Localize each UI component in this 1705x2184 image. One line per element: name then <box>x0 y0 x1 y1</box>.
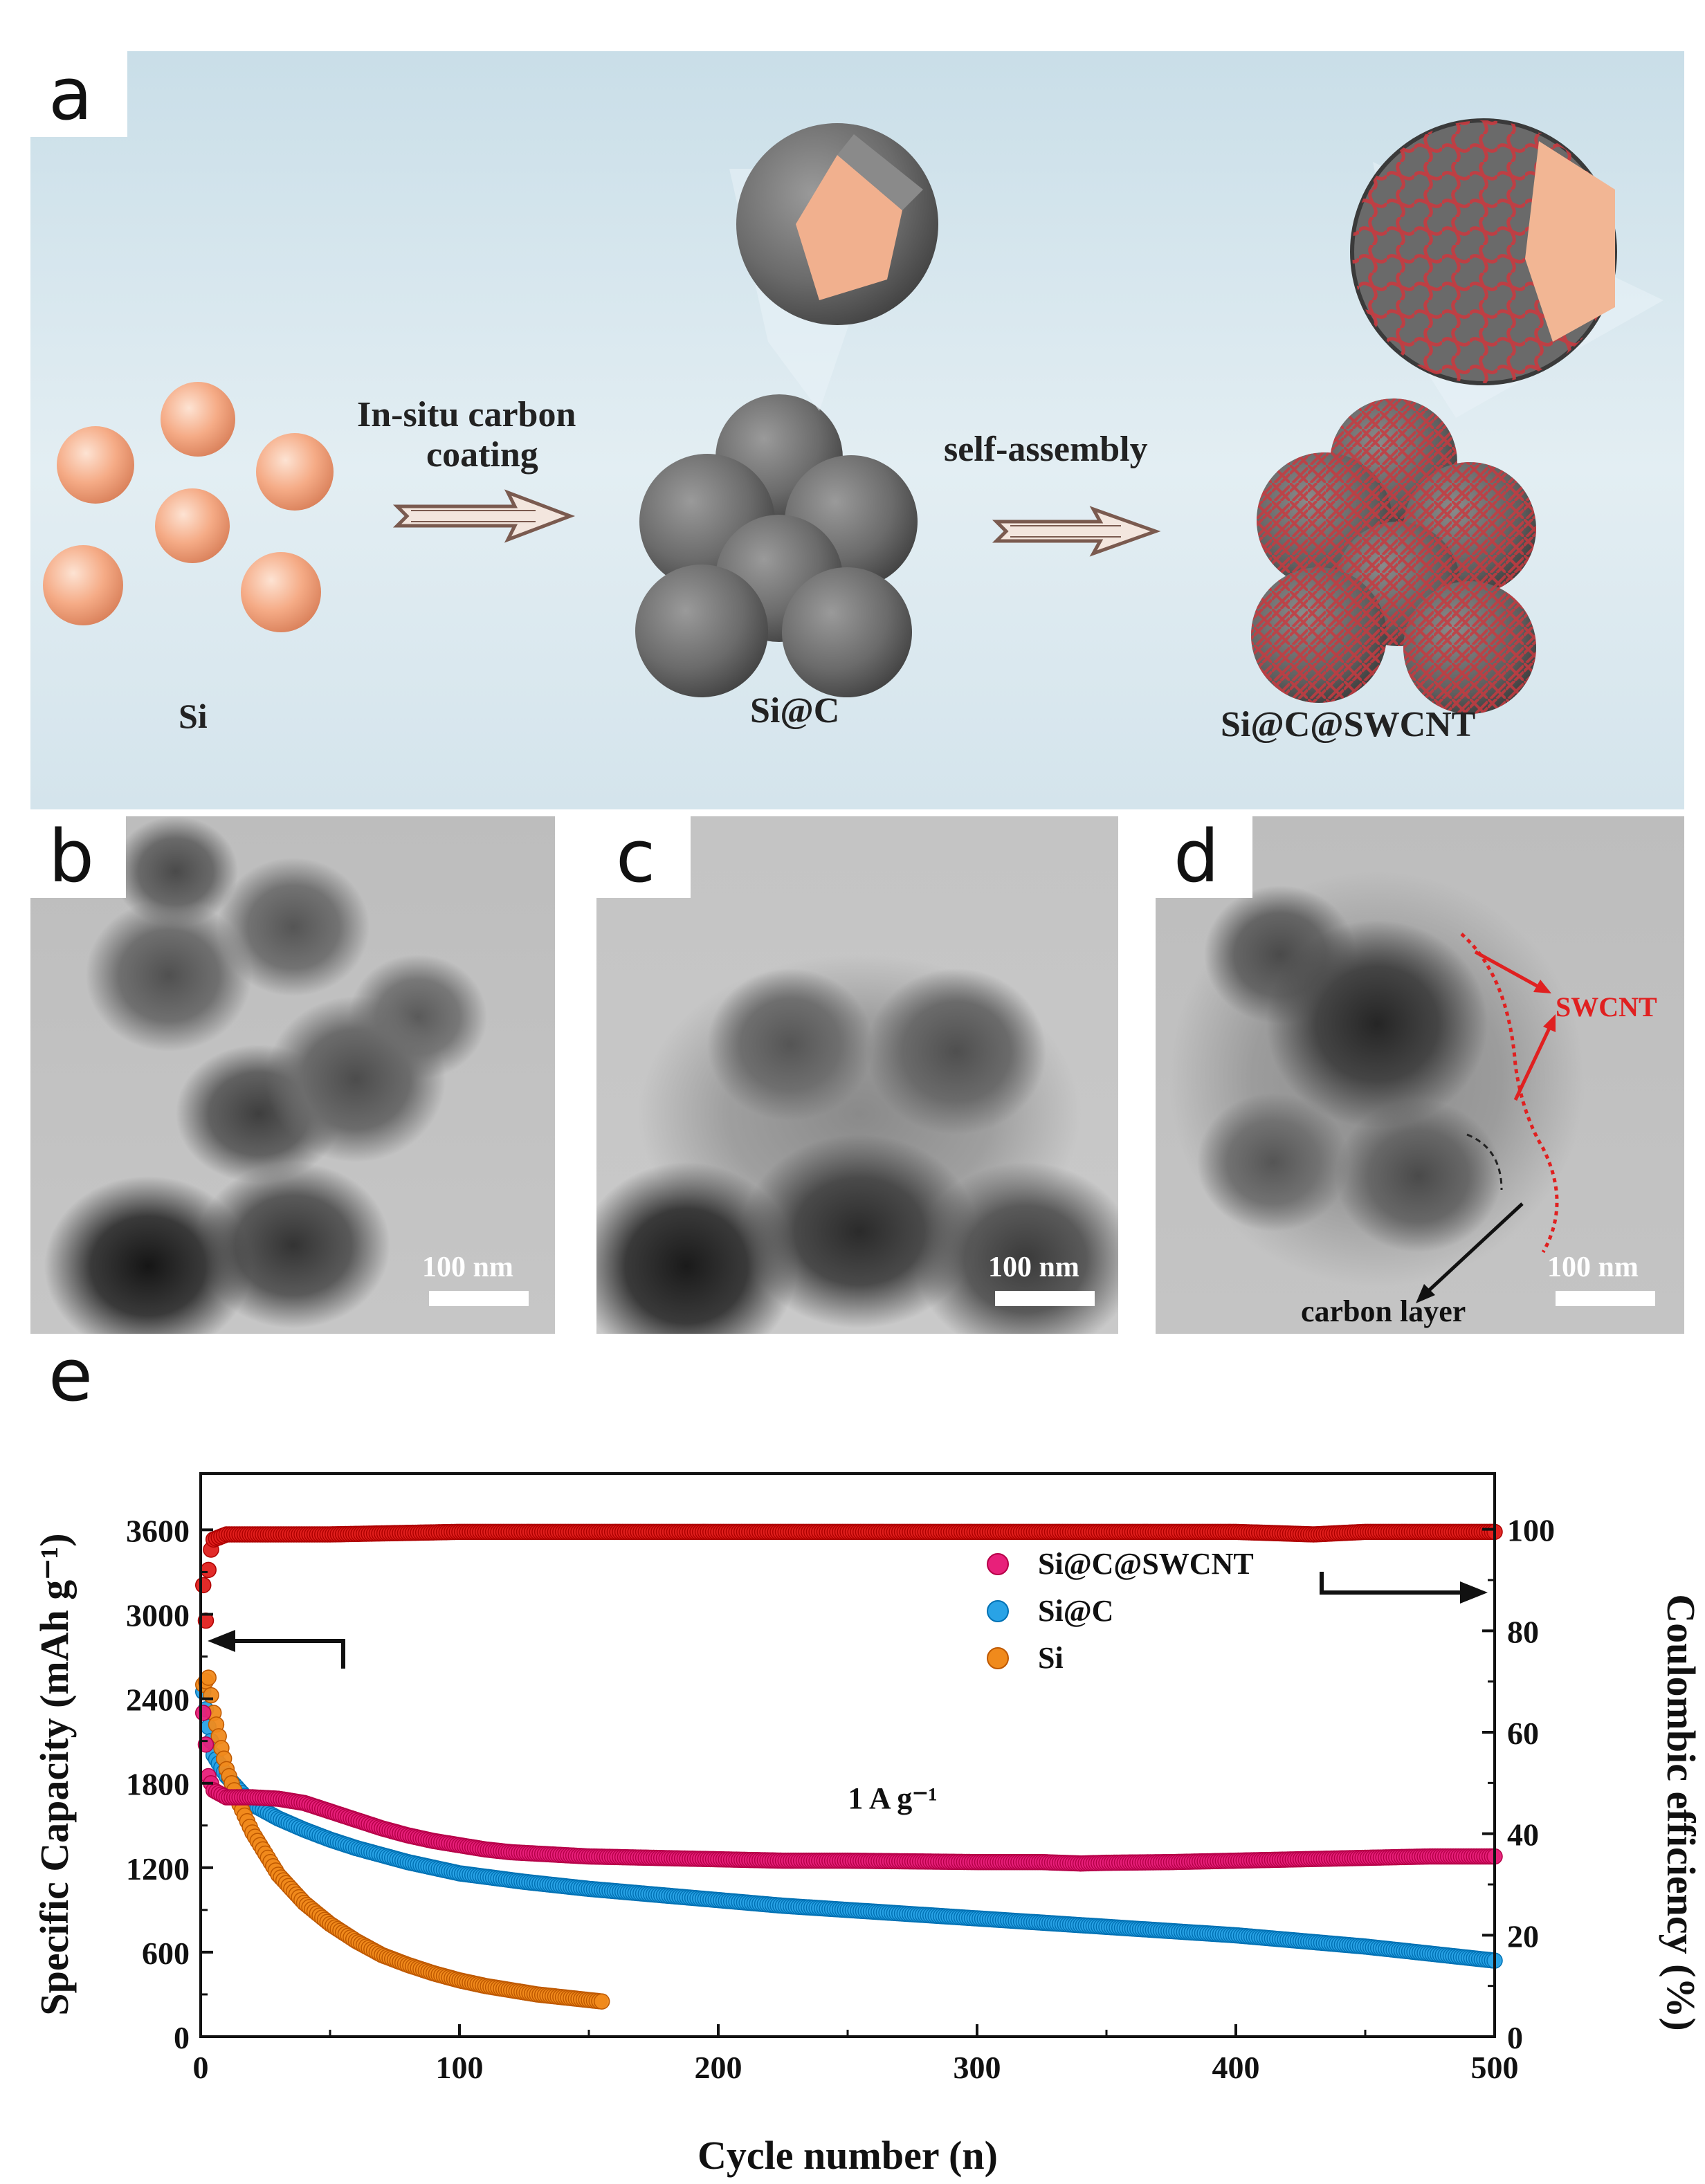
y-tick-label: 3000 <box>126 1598 190 1633</box>
y-tick-label: 3600 <box>126 1513 190 1548</box>
label-si: Si <box>179 697 208 735</box>
arrow-2 <box>992 506 1161 557</box>
y-tick-label: 0 <box>174 2020 190 2055</box>
x-tick-label: 200 <box>695 2050 742 2085</box>
panel-d-annotations <box>1416 933 1559 1303</box>
panel-c-tem-image: 100 nm <box>596 816 1118 1334</box>
left-axis-arrow <box>228 1639 345 1669</box>
scale-label-b: 100 nm <box>422 1251 513 1283</box>
left-axis-arrowhead <box>208 1630 235 1652</box>
panel-letter-a-bg <box>30 51 127 137</box>
y2-tick-label: 100 <box>1507 1513 1555 1548</box>
y2-tick-label: 20 <box>1507 1918 1539 1954</box>
panel-letter-a: a <box>48 52 93 136</box>
y2-tick-label: 40 <box>1507 1817 1539 1853</box>
swcnt-label: SWCNT <box>1556 991 1657 1022</box>
data-point <box>593 1993 610 2010</box>
legend-label: Si <box>1038 1641 1064 1675</box>
x-axis-label: Cycle number (n) <box>698 2133 998 2178</box>
x-tick-label: 0 <box>193 2050 209 2085</box>
chart-axes: 0 600 1200 1800 2400 3000 3600 0 20 40 60 80 100 0 100… <box>126 1472 1555 2085</box>
data-point <box>194 1705 212 1721</box>
sicswcnt-cluster <box>1251 118 1663 714</box>
label-arrow2: self-assembly <box>944 430 1148 469</box>
y2-tick-label: 80 <box>1507 1614 1539 1649</box>
data-point <box>194 1577 212 1594</box>
y-tick-label: 2400 <box>126 1682 190 1718</box>
scale-bar-b <box>429 1291 529 1306</box>
sic-cluster <box>635 123 938 697</box>
y2-axis-label: Coulombic efficiency (%) <box>1659 1594 1704 2030</box>
x-tick-label: 300 <box>954 2050 1001 2085</box>
chart-legend: Si@C@SWCNT Si@C Si <box>987 1547 1254 1675</box>
panel-letter-c-bg <box>596 816 691 898</box>
rate-annotation: 1 A g⁻¹ <box>848 1781 937 1815</box>
y2-tick-label: 60 <box>1507 1716 1539 1751</box>
arrow-1 <box>392 489 576 543</box>
panel-b-tem-image: 100 nm <box>30 816 555 1334</box>
x-tick-label: 400 <box>1212 2050 1260 2085</box>
right-axis-arrow <box>1320 1572 1460 1595</box>
panel-letter-c: c <box>616 814 656 899</box>
legend-marker <box>987 1553 1009 1575</box>
scale-label-c: 100 nm <box>988 1251 1079 1283</box>
series-si-c <box>194 1683 1503 1969</box>
y-axis-label: Specific Capacity (mAh g⁻¹) <box>32 1533 77 2015</box>
label-arrow1-line2: coating <box>426 435 538 475</box>
panel-a-schematic: Si In-situ carbon coating Si@C self-asse… <box>30 51 1684 809</box>
y-tick-label: 600 <box>142 1936 190 1971</box>
panel-letter-d: d <box>1174 814 1220 899</box>
legend-marker <box>987 1647 1009 1669</box>
panel-letter-d-bg <box>1156 816 1252 898</box>
scale-label-d: 100 nm <box>1547 1251 1639 1283</box>
panel-letter-e: e <box>48 1333 93 1417</box>
cycling-chart: 0 600 1200 1800 2400 3000 3600 0 20 40 60 80 100 0 100… <box>32 1472 1704 2178</box>
label-arrow1-line1: In-situ carbon <box>357 395 576 434</box>
carbon-layer-label: carbon layer <box>1301 1294 1466 1328</box>
y2-tick-label: 0 <box>1507 2020 1523 2055</box>
legend-label: Si@C <box>1038 1594 1113 1628</box>
series-si <box>194 1669 610 2010</box>
series-si-c-swcnt <box>194 1705 1503 1872</box>
right-axis-arrowhead <box>1460 1581 1488 1604</box>
label-sic: Si@C <box>750 691 839 731</box>
data-point <box>200 1669 217 1686</box>
si-particles <box>43 382 334 632</box>
legend-marker <box>987 1600 1009 1622</box>
panel-letter-b: b <box>48 814 95 899</box>
panel-a: Si In-situ carbon coating Si@C self-asse… <box>30 51 1684 809</box>
series-coulombic-efficiency <box>194 1523 1503 1629</box>
data-point <box>200 1561 217 1579</box>
panel-letter-b-bg <box>30 816 126 898</box>
legend-label: Si@C@SWCNT <box>1038 1547 1254 1581</box>
scale-bar-c <box>995 1291 1095 1306</box>
y-tick-label: 1800 <box>126 1767 190 1802</box>
y-tick-label: 1200 <box>126 1851 190 1887</box>
data-point <box>203 1687 219 1704</box>
scale-bar-d <box>1556 1291 1655 1306</box>
label-sicswcnt: Si@C@SWCNT <box>1221 705 1475 744</box>
axis-indicator-arrows <box>208 1572 1488 1669</box>
x-tick-label: 100 <box>436 2050 484 2085</box>
panel-d-tem-image: SWCNT carbon layer 100 nm <box>1156 816 1684 1334</box>
x-tick-label: 500 <box>1471 2050 1519 2085</box>
chart-plot-area <box>194 1523 1503 2010</box>
